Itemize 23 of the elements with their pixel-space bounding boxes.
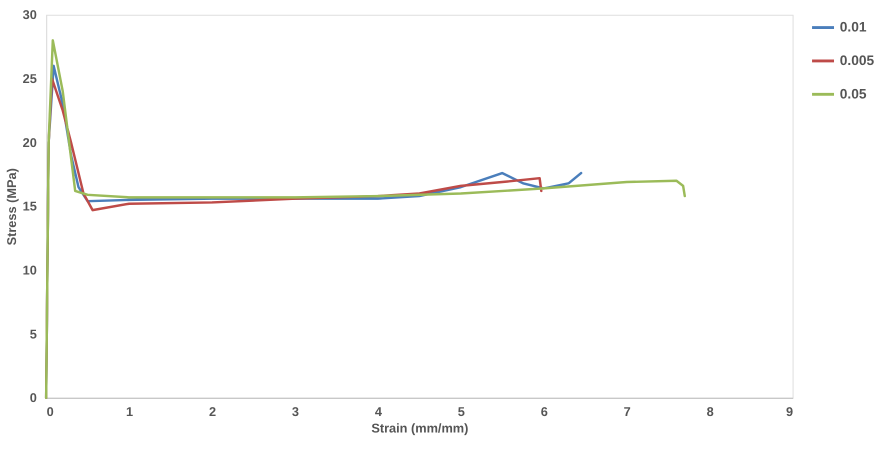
y-tick-label: 10 — [22, 262, 37, 278]
line-series — [44, 39, 686, 400]
x-tick-label: 1 — [126, 404, 134, 419]
x-tick-label: 4 — [374, 404, 383, 419]
x-tick-label: 6 — [540, 404, 548, 419]
x-tick-label: 7 — [624, 404, 631, 419]
legend-label: 0.005 — [840, 52, 874, 68]
x-tick-label: 5 — [458, 404, 465, 419]
y-tick-label: 20 — [22, 134, 37, 150]
x-tick-label: 0 — [46, 404, 54, 419]
x-tick-label: 2 — [208, 404, 216, 419]
legend-label: 0.01 — [840, 19, 867, 34]
y-tick-label: 5 — [30, 326, 37, 342]
x-tick-label: 9 — [786, 404, 794, 419]
y-tick-label: 0 — [30, 390, 37, 406]
y-tick-label: 15 — [22, 198, 37, 214]
x-axis-title: Strain (mm/mm) — [371, 420, 468, 436]
y-tick-label: 30 — [22, 7, 37, 22]
legend-label: 0.05 — [840, 86, 867, 102]
y-axis-title: Stress (MPa) — [4, 168, 19, 246]
y-tick-label: 25 — [22, 71, 37, 86]
x-tick-label: 8 — [706, 404, 714, 419]
x-tick-label: 3 — [292, 404, 300, 419]
